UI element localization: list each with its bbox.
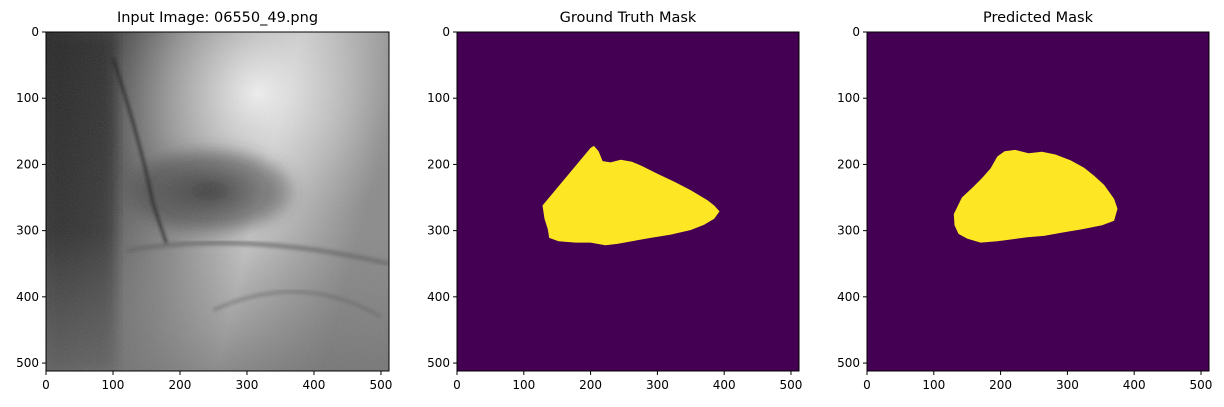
y-tick-label: 300 xyxy=(427,224,450,238)
predicted-mask-panel: 0 100 200 300 400 5000100200300400500Predicte… xyxy=(837,10,1212,392)
axes-frame xyxy=(456,31,800,372)
y-tick-label: 300 xyxy=(837,224,860,238)
x-tick-label: 0 xyxy=(42,378,50,392)
x-tick-label: 300 xyxy=(1056,378,1079,392)
y-tick-label: 500 xyxy=(16,356,39,370)
x-tick-label: 0 xyxy=(453,378,461,392)
y-tick-label: 100 xyxy=(837,91,860,105)
panel-title: Ground Truth Mask xyxy=(560,10,697,26)
panel-title: Predicted Mask xyxy=(983,10,1094,26)
y-tick-label: 200 xyxy=(837,157,860,171)
ground-truth-mask-region xyxy=(542,145,720,246)
panel-title: Input Image: 06550_49.png xyxy=(117,10,318,26)
y-tick-label: 0 xyxy=(442,25,450,39)
x-tick-label: 100 xyxy=(512,378,535,392)
x-tick-label: 500 xyxy=(1190,378,1213,392)
x-tick-label: 300 xyxy=(236,378,259,392)
y-tick-label: 400 xyxy=(16,290,39,304)
y-tick-label: 500 xyxy=(427,356,450,370)
y-tick-label: 400 xyxy=(837,290,860,304)
x-tick-label: 0 xyxy=(863,378,871,392)
y-tick-label: 100 xyxy=(427,91,450,105)
y-tick-label: 400 xyxy=(427,290,450,304)
x-tick-label: 100 xyxy=(102,378,125,392)
y-tick-label: 0 xyxy=(852,25,860,39)
y-tick-label: 300 xyxy=(16,224,39,238)
input-xray-image xyxy=(46,32,389,371)
axes-frame xyxy=(45,31,390,372)
axes-frame xyxy=(866,31,1210,372)
x-tick-label: 300 xyxy=(646,378,669,392)
x-tick-label: 200 xyxy=(989,378,1012,392)
x-tick-label: 200 xyxy=(579,378,602,392)
y-tick-label: 500 xyxy=(837,356,860,370)
x-tick-label: 500 xyxy=(780,378,803,392)
x-tick-label: 500 xyxy=(370,378,393,392)
predicted-mask-region xyxy=(953,149,1118,243)
x-tick-label: 400 xyxy=(303,378,326,392)
y-tick-label: 100 xyxy=(16,91,39,105)
x-tick-label: 100 xyxy=(922,378,945,392)
x-tick-label: 200 xyxy=(169,378,192,392)
y-tick-label: 0 xyxy=(31,25,39,39)
y-tick-label: 200 xyxy=(16,157,39,171)
y-tick-label: 200 xyxy=(427,157,450,171)
x-tick-label: 400 xyxy=(1123,378,1146,392)
x-tick-label: 400 xyxy=(713,378,736,392)
